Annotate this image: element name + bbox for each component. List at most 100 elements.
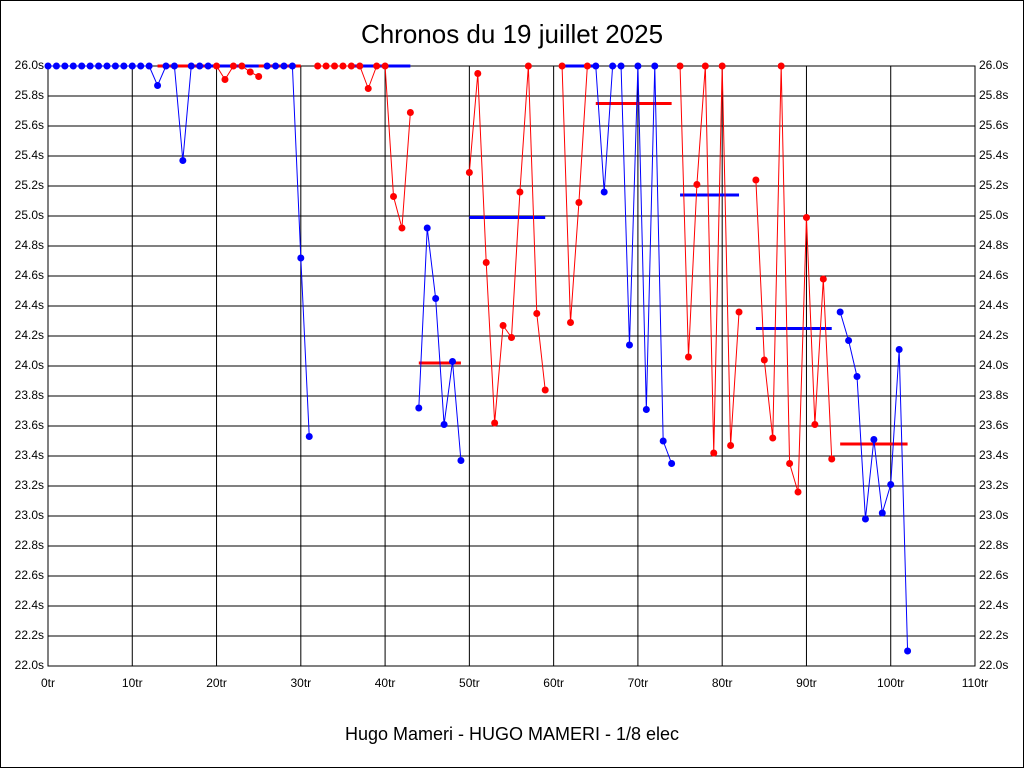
lap-point bbox=[710, 449, 718, 457]
lap-point bbox=[701, 62, 709, 70]
lap-point bbox=[128, 62, 136, 70]
lap-point bbox=[693, 181, 701, 188]
lap-point bbox=[339, 62, 347, 70]
x-tick-label: 30tr bbox=[290, 676, 311, 690]
lap-point bbox=[280, 62, 288, 70]
lap-point bbox=[145, 62, 153, 70]
lap-point bbox=[390, 193, 398, 200]
y2-tick-label: 25.6s bbox=[979, 118, 1008, 132]
y-tick-label: 24.0s bbox=[15, 358, 44, 372]
y-tick-label: 23.0s bbox=[15, 508, 44, 522]
lap-point bbox=[69, 62, 77, 70]
y-tick-label: 24.2s bbox=[15, 328, 44, 342]
lap-point bbox=[786, 460, 794, 467]
lap-point bbox=[162, 62, 170, 70]
lap-point bbox=[44, 62, 52, 70]
lap-point bbox=[870, 436, 878, 443]
lap-point bbox=[415, 404, 423, 412]
y2-tick-label: 22.8s bbox=[979, 538, 1008, 552]
lap-point bbox=[583, 62, 591, 70]
lap-point bbox=[170, 62, 178, 70]
y2-tick-label: 24.0s bbox=[979, 358, 1008, 372]
series-line bbox=[679, 65, 740, 454]
series-line bbox=[595, 65, 673, 464]
lap-point bbox=[760, 356, 768, 364]
lap-point bbox=[474, 70, 482, 77]
lap-point bbox=[221, 76, 229, 83]
lap-point bbox=[288, 62, 296, 70]
y2-tick-label: 23.2s bbox=[979, 478, 1008, 492]
x-tick-label: 60tr bbox=[543, 676, 564, 690]
lap-point bbox=[440, 421, 448, 428]
y-tick-label: 25.2s bbox=[15, 178, 44, 192]
lap-point bbox=[449, 358, 457, 365]
lap-point bbox=[398, 224, 406, 232]
y2-tick-label: 22.4s bbox=[979, 598, 1008, 612]
y-tick-label: 25.4s bbox=[15, 148, 44, 162]
footer: Hugo Mameri - HUGO MAMERI - 1/8 elec bbox=[345, 724, 679, 744]
y-tick-label: 24.8s bbox=[15, 238, 44, 252]
lap-point bbox=[524, 62, 532, 70]
lap-point bbox=[516, 188, 524, 196]
lap-point bbox=[204, 62, 212, 70]
y2-tick-label: 24.4s bbox=[979, 298, 1008, 312]
series-line bbox=[755, 65, 833, 493]
y2-tick-label: 22.2s bbox=[979, 628, 1008, 642]
lap-point bbox=[752, 176, 760, 184]
y-tick-label: 25.8s bbox=[15, 88, 44, 102]
lap-point bbox=[575, 199, 583, 206]
series-line bbox=[561, 65, 588, 323]
lap-point bbox=[861, 515, 869, 523]
lap-point bbox=[499, 322, 507, 329]
y2-tick-label: 25.8s bbox=[979, 88, 1008, 102]
x-tick-label: 70tr bbox=[628, 676, 649, 690]
series-line bbox=[468, 65, 546, 424]
lap-point bbox=[887, 481, 895, 488]
lap-point bbox=[322, 62, 330, 70]
lap-point bbox=[617, 62, 625, 70]
lap-point bbox=[61, 62, 69, 70]
y-tick-label: 22.2s bbox=[15, 628, 44, 642]
lap-point bbox=[727, 442, 735, 449]
y-tick-label: 25.0s bbox=[15, 208, 44, 222]
lap-point bbox=[828, 455, 836, 463]
lap-point bbox=[769, 434, 777, 442]
lap-point bbox=[836, 308, 844, 316]
y2-tick-label: 23.0s bbox=[979, 508, 1008, 522]
x-tick-label: 10tr bbox=[122, 676, 143, 690]
y-tick-label: 23.4s bbox=[15, 448, 44, 462]
y2-tick-label: 26.0s bbox=[979, 58, 1008, 72]
lap-point bbox=[878, 509, 886, 517]
lap-point bbox=[566, 319, 574, 326]
lap-point bbox=[347, 62, 355, 70]
lap-point bbox=[331, 62, 339, 70]
x-tick-label: 0tr bbox=[41, 676, 55, 690]
lap-point bbox=[457, 457, 465, 464]
y-tick-label: 24.4s bbox=[15, 298, 44, 312]
lap-point bbox=[95, 62, 103, 70]
lap-point bbox=[137, 62, 145, 70]
lap-point bbox=[676, 62, 684, 70]
x-tick-label: 50tr bbox=[459, 676, 480, 690]
lap-point bbox=[465, 169, 473, 176]
lap-point bbox=[609, 62, 617, 70]
y-tick-label: 25.6s bbox=[15, 118, 44, 132]
y-tick-label: 22.6s bbox=[15, 568, 44, 582]
y-tick-label: 22.0s bbox=[15, 658, 44, 672]
y2-tick-label: 24.2s bbox=[979, 328, 1008, 342]
lap-point bbox=[718, 62, 726, 70]
y2-tick-label: 25.2s bbox=[979, 178, 1008, 192]
lap-point bbox=[406, 109, 414, 116]
lap-point bbox=[179, 157, 187, 164]
lap-point bbox=[120, 62, 128, 70]
lap-point bbox=[52, 62, 60, 70]
y2-tick-label: 24.6s bbox=[979, 268, 1008, 282]
lap-point bbox=[373, 62, 381, 70]
lap-point bbox=[684, 353, 692, 361]
lap-point bbox=[642, 406, 650, 413]
y-tick-label: 26.0s bbox=[15, 58, 44, 72]
lap-point bbox=[86, 62, 94, 70]
lap-point bbox=[659, 437, 667, 445]
y2-tick-label: 24.8s bbox=[979, 238, 1008, 252]
